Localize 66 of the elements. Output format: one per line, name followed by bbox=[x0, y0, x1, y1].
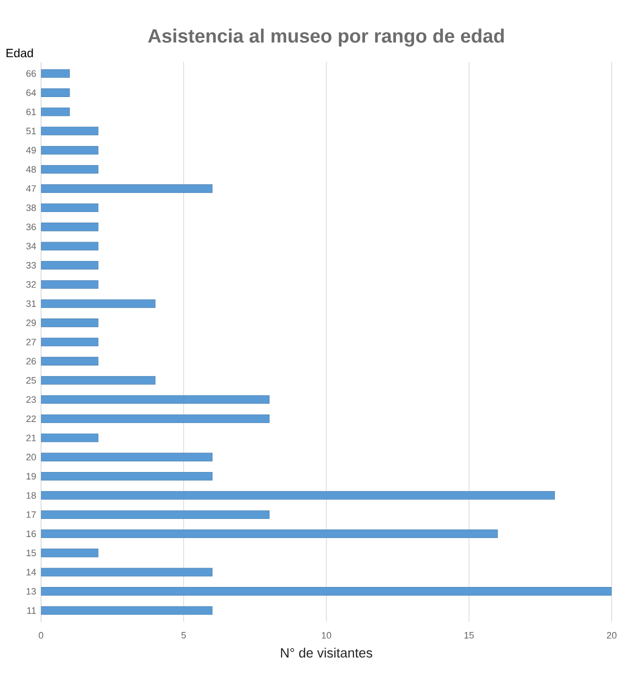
y-tick-label: 13 bbox=[26, 588, 36, 595]
bar bbox=[41, 184, 212, 193]
y-tick-label: 34 bbox=[26, 242, 36, 250]
bar bbox=[41, 88, 70, 97]
x-tick-label: 20 bbox=[606, 632, 616, 639]
y-tick-label: 66 bbox=[26, 70, 36, 77]
y-tick-label: 31 bbox=[26, 300, 36, 307]
bar bbox=[41, 434, 98, 442]
y-tick-label: 64 bbox=[26, 89, 36, 96]
y-tick-label: 26 bbox=[26, 358, 36, 364]
bar bbox=[41, 568, 212, 576]
x-tick-label: 0 bbox=[38, 632, 44, 639]
bar bbox=[41, 318, 98, 328]
y-tick-label: 16 bbox=[26, 530, 36, 538]
bar bbox=[41, 452, 212, 462]
chart-title: Asistencia al museo por rango de edad bbox=[148, 28, 504, 47]
bar bbox=[41, 376, 156, 385]
bar bbox=[41, 338, 98, 346]
y-tick-label: 47 bbox=[26, 185, 36, 192]
bar bbox=[41, 356, 98, 366]
y-tick-label: 18 bbox=[26, 492, 36, 499]
bar bbox=[41, 126, 98, 136]
bar bbox=[41, 165, 98, 174]
y-tick-label: 19 bbox=[26, 472, 36, 480]
y-tick-label: 48 bbox=[26, 166, 36, 173]
x-tick-label: 10 bbox=[322, 632, 332, 639]
bar bbox=[41, 491, 555, 500]
y-tick-label: 15 bbox=[26, 550, 36, 556]
y-tick-label: 33 bbox=[26, 262, 36, 269]
bar bbox=[41, 299, 156, 308]
x-axis-title: N° de visitantes bbox=[281, 648, 372, 658]
bar bbox=[41, 606, 212, 615]
y-tick-label: 51 bbox=[26, 128, 36, 134]
bar bbox=[41, 414, 270, 423]
y-tick-label: 20 bbox=[26, 454, 36, 460]
y-tick-label: 21 bbox=[26, 434, 36, 442]
bar bbox=[41, 222, 98, 232]
y-tick-label: 22 bbox=[26, 415, 36, 422]
y-tick-label: 29 bbox=[26, 320, 36, 326]
y-tick-label: 61 bbox=[26, 108, 36, 116]
y-tick-label: 17 bbox=[26, 511, 36, 518]
y-tick-label: 38 bbox=[26, 204, 36, 212]
bar bbox=[41, 472, 212, 481]
y-tick-label: 32 bbox=[26, 281, 36, 288]
bar bbox=[41, 395, 270, 404]
bar bbox=[41, 108, 70, 116]
y-tick-label: 27 bbox=[26, 338, 36, 346]
y-axis-title: Edad bbox=[6, 48, 33, 58]
y-tick-label: 49 bbox=[26, 146, 36, 154]
y-tick-label: 23 bbox=[26, 396, 36, 403]
bar bbox=[41, 203, 98, 212]
x-tick-label: 15 bbox=[464, 632, 474, 639]
bar bbox=[41, 510, 270, 519]
y-tick-label: 11 bbox=[27, 607, 36, 614]
bar bbox=[41, 69, 70, 78]
x-tick-label: 5 bbox=[181, 632, 186, 639]
bar bbox=[41, 548, 98, 558]
bar bbox=[41, 530, 498, 538]
y-tick-label: 14 bbox=[26, 568, 36, 576]
y-tick-label: 36 bbox=[26, 224, 36, 230]
y-tick-label: 25 bbox=[26, 377, 36, 384]
bar bbox=[41, 242, 98, 250]
bar bbox=[41, 280, 98, 289]
bar bbox=[41, 146, 98, 154]
bar bbox=[41, 587, 612, 596]
bar bbox=[41, 261, 98, 270]
